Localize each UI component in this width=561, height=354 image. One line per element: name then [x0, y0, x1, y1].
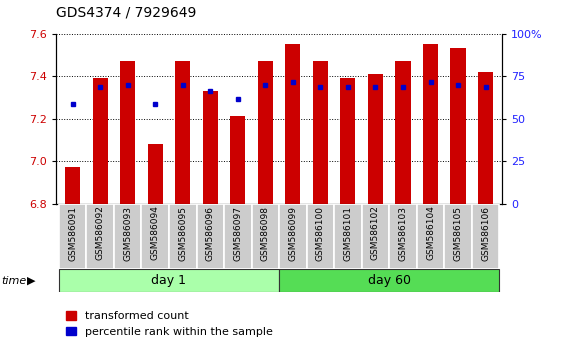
Bar — [286, 44, 301, 204]
Bar — [396, 61, 411, 204]
Bar — [175, 61, 190, 204]
Text: GSM586096: GSM586096 — [206, 206, 215, 261]
Text: GSM586093: GSM586093 — [123, 206, 132, 261]
Bar — [362, 204, 389, 269]
Text: GSM586100: GSM586100 — [316, 206, 325, 261]
Bar — [59, 204, 86, 269]
Text: GSM586099: GSM586099 — [288, 206, 297, 261]
Text: GSM586103: GSM586103 — [398, 206, 407, 261]
Bar — [93, 78, 108, 204]
Bar — [257, 61, 273, 204]
Text: day 60: day 60 — [367, 274, 411, 287]
Bar — [417, 204, 444, 269]
Bar — [307, 204, 334, 269]
Bar — [203, 91, 218, 204]
Bar — [334, 204, 362, 269]
Text: GSM586098: GSM586098 — [261, 206, 270, 261]
Bar — [368, 74, 383, 204]
Bar — [279, 204, 307, 269]
Text: GSM586105: GSM586105 — [453, 206, 463, 261]
Bar — [141, 204, 169, 269]
Text: GSM586102: GSM586102 — [371, 206, 380, 261]
Bar — [478, 72, 493, 204]
Bar — [450, 48, 466, 204]
Legend: transformed count, percentile rank within the sample: transformed count, percentile rank withi… — [62, 307, 277, 341]
Text: day 1: day 1 — [151, 274, 186, 287]
Bar — [444, 204, 472, 269]
Bar — [148, 144, 163, 204]
Text: GSM586095: GSM586095 — [178, 206, 187, 261]
Bar — [341, 78, 356, 204]
Text: GDS4374 / 7929649: GDS4374 / 7929649 — [56, 5, 196, 19]
Bar — [389, 204, 417, 269]
Bar — [224, 204, 251, 269]
Bar — [472, 204, 499, 269]
Bar — [230, 116, 245, 204]
Bar — [169, 204, 196, 269]
Bar — [86, 204, 114, 269]
Text: GSM586104: GSM586104 — [426, 206, 435, 261]
Bar — [59, 269, 279, 292]
Text: GSM586097: GSM586097 — [233, 206, 242, 261]
Bar — [120, 61, 135, 204]
Bar — [196, 204, 224, 269]
Text: GSM586091: GSM586091 — [68, 206, 77, 261]
Bar — [114, 204, 141, 269]
Text: time: time — [1, 275, 26, 286]
Bar — [251, 204, 279, 269]
Bar — [313, 61, 328, 204]
Bar — [279, 269, 499, 292]
Text: GSM586092: GSM586092 — [95, 206, 105, 261]
Text: GSM586101: GSM586101 — [343, 206, 352, 261]
Text: ▶: ▶ — [27, 275, 35, 286]
Bar — [423, 44, 438, 204]
Bar — [65, 167, 80, 204]
Text: GSM586094: GSM586094 — [151, 206, 160, 261]
Text: GSM586106: GSM586106 — [481, 206, 490, 261]
